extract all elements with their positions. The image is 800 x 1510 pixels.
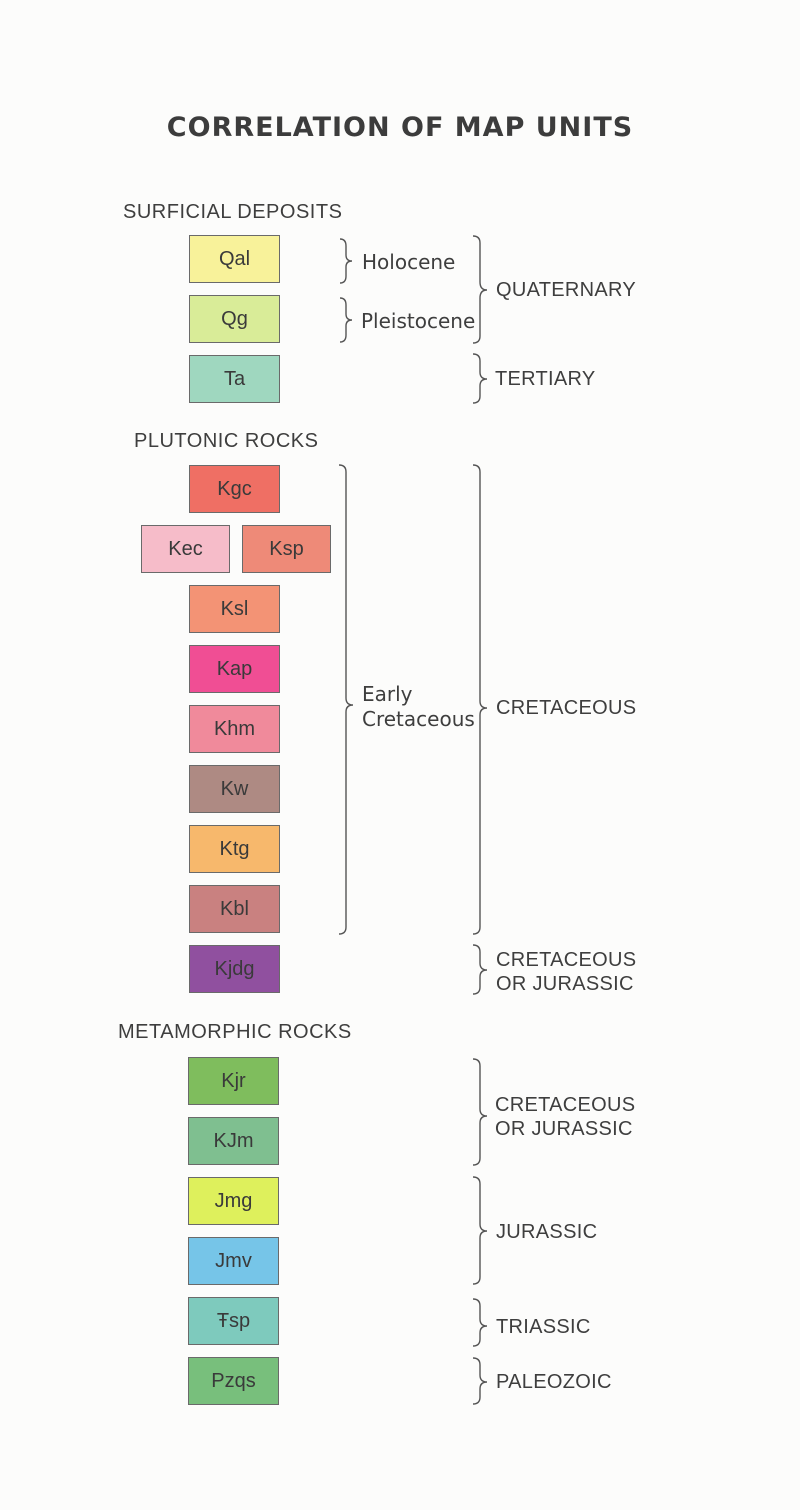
period-jurassic: JURASSIC: [496, 1221, 598, 1243]
unit-label: Jmv: [215, 1249, 252, 1272]
period-cretaceous-or-jurassic-line1: CRETACEOUS: [496, 949, 637, 971]
unit-box-qal: Qal: [189, 235, 280, 283]
unit-box-ktg: Ktg: [189, 825, 280, 873]
unit-label: Kjr: [221, 1069, 246, 1092]
unit-box-qg: Qg: [189, 295, 280, 343]
period-paleozoic: PALEOZOIC: [496, 1371, 612, 1393]
unit-label: Kjdg: [214, 957, 255, 980]
epoch-pleistocene: Pleistocene: [361, 309, 476, 333]
unit-label: Ktg: [219, 837, 250, 860]
unit-box-ksl: Ksl: [189, 585, 280, 633]
period-cretaceous-or-jurassic-line2: OR JURASSIC: [496, 973, 634, 995]
page-title: CORRELATION OF MAP UNITS: [166, 112, 634, 143]
unit-box-kw: Kw: [189, 765, 280, 813]
unit-box-kjr: Kjr: [188, 1057, 279, 1105]
brace-quaternary: [472, 235, 488, 344]
unit-box-jmg: Jmg: [188, 1177, 279, 1225]
unit-box-kgc: Kgc: [189, 465, 280, 513]
brace-early-cretaceous: [338, 464, 354, 935]
epoch-cretaceous: Cretaceous: [362, 707, 475, 731]
unit-label: Ksp: [269, 537, 304, 560]
unit-label: Kap: [216, 657, 253, 680]
period-triassic: TRIASSIC: [496, 1316, 591, 1338]
unit-label: Kbl: [220, 897, 249, 920]
brace-holocene: [339, 238, 353, 284]
unit-label: Kec: [168, 537, 203, 560]
unit-box-ksp: Ksp: [242, 525, 331, 573]
unit-box-kec: Kec: [141, 525, 230, 573]
period-cretaceous: CRETACEOUS: [496, 697, 637, 719]
brace-paleozoic: [472, 1357, 488, 1405]
unit-box-ta: Ta: [189, 355, 280, 403]
unit-label: Khm: [213, 717, 256, 740]
unit-label: Kw: [220, 777, 249, 800]
brace-triassic: [472, 1298, 488, 1347]
epoch-early: Early: [362, 682, 413, 706]
epoch-holocene: Holocene: [362, 250, 456, 274]
brace-tertiary: [472, 353, 488, 404]
brace-pleistocene: [339, 297, 353, 343]
brace-jurassic: [472, 1176, 488, 1285]
unit-label: KJm: [213, 1129, 254, 1152]
period-quaternary: QUATERNARY: [496, 279, 637, 301]
unit-box-khm: Khm: [189, 705, 280, 753]
unit-box-kjdg: Kjdg: [189, 945, 280, 993]
brace-cretaceous: [472, 464, 488, 935]
unit-label: Pzqs: [211, 1369, 256, 1392]
unit-label: Ta: [223, 367, 246, 390]
unit-box-trsp: Ŧsp: [188, 1297, 279, 1345]
unit-box-kap: Kap: [189, 645, 280, 693]
section-plutonic-rocks: PLUTONIC ROCKS: [134, 430, 319, 452]
unit-box-jmv: Jmv: [188, 1237, 279, 1285]
unit-box-kjm: KJm: [188, 1117, 279, 1165]
period-cretaceous-or-jurassic-2-line1: CRETACEOUS: [495, 1094, 636, 1116]
unit-label: Kgc: [217, 477, 252, 500]
period-cretaceous-or-jurassic-2-line2: OR JURASSIC: [495, 1118, 633, 1140]
unit-label: Qg: [221, 307, 248, 330]
unit-label: Jmg: [214, 1189, 253, 1212]
unit-label: Ksl: [220, 597, 249, 620]
brace-cretaceous-or-jurassic-2: [472, 1058, 488, 1166]
unit-label: Qal: [218, 247, 251, 270]
section-surficial-deposits: SURFICIAL DEPOSITS: [123, 201, 343, 223]
brace-cretaceous-or-jurassic-1: [472, 944, 488, 995]
period-tertiary: TERTIARY: [495, 368, 596, 390]
unit-label: Ŧsp: [216, 1309, 251, 1332]
section-metamorphic-rocks: METAMORPHIC ROCKS: [118, 1021, 352, 1043]
unit-box-kbl: Kbl: [189, 885, 280, 933]
unit-box-pzqs: Pzqs: [188, 1357, 279, 1405]
